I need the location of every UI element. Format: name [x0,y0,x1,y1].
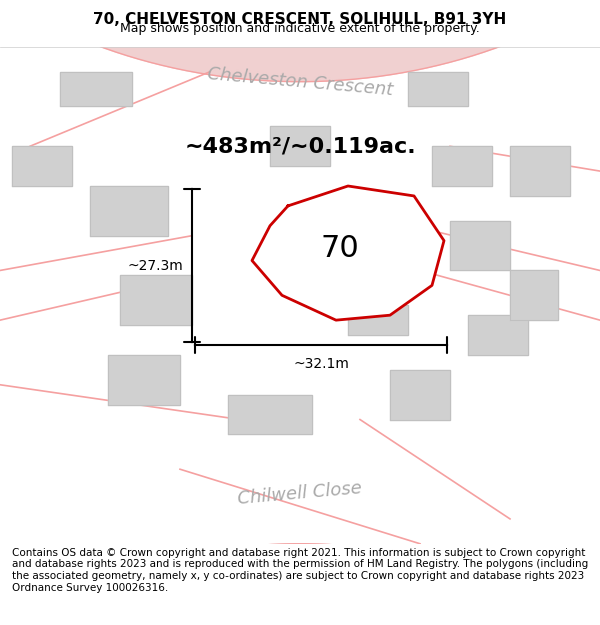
Text: Chelveston Crescent: Chelveston Crescent [206,64,394,99]
Polygon shape [390,370,450,419]
Text: Map shows position and indicative extent of the property.: Map shows position and indicative extent… [120,22,480,35]
Text: Contains OS data © Crown copyright and database right 2021. This information is : Contains OS data © Crown copyright and d… [12,548,588,592]
Text: ~27.3m: ~27.3m [127,259,183,272]
Text: ~483m²/~0.119ac.: ~483m²/~0.119ac. [184,136,416,156]
Polygon shape [12,146,72,186]
Polygon shape [468,315,528,355]
Polygon shape [252,186,444,320]
Polygon shape [408,72,468,106]
Polygon shape [120,276,192,325]
Text: ~32.1m: ~32.1m [293,357,349,371]
Polygon shape [108,355,180,404]
Text: 70, CHELVESTON CRESCENT, SOLIHULL, B91 3YH: 70, CHELVESTON CRESCENT, SOLIHULL, B91 3… [94,12,506,27]
Polygon shape [0,544,600,625]
Polygon shape [228,395,312,434]
Polygon shape [0,0,600,82]
Polygon shape [510,271,558,320]
Polygon shape [432,146,492,186]
Polygon shape [90,186,168,236]
Polygon shape [450,221,510,271]
Text: 70: 70 [321,234,360,263]
Polygon shape [510,146,570,196]
Polygon shape [348,305,408,335]
Text: Chilwell Close: Chilwell Close [237,479,363,509]
Polygon shape [270,126,330,166]
Polygon shape [60,72,132,106]
